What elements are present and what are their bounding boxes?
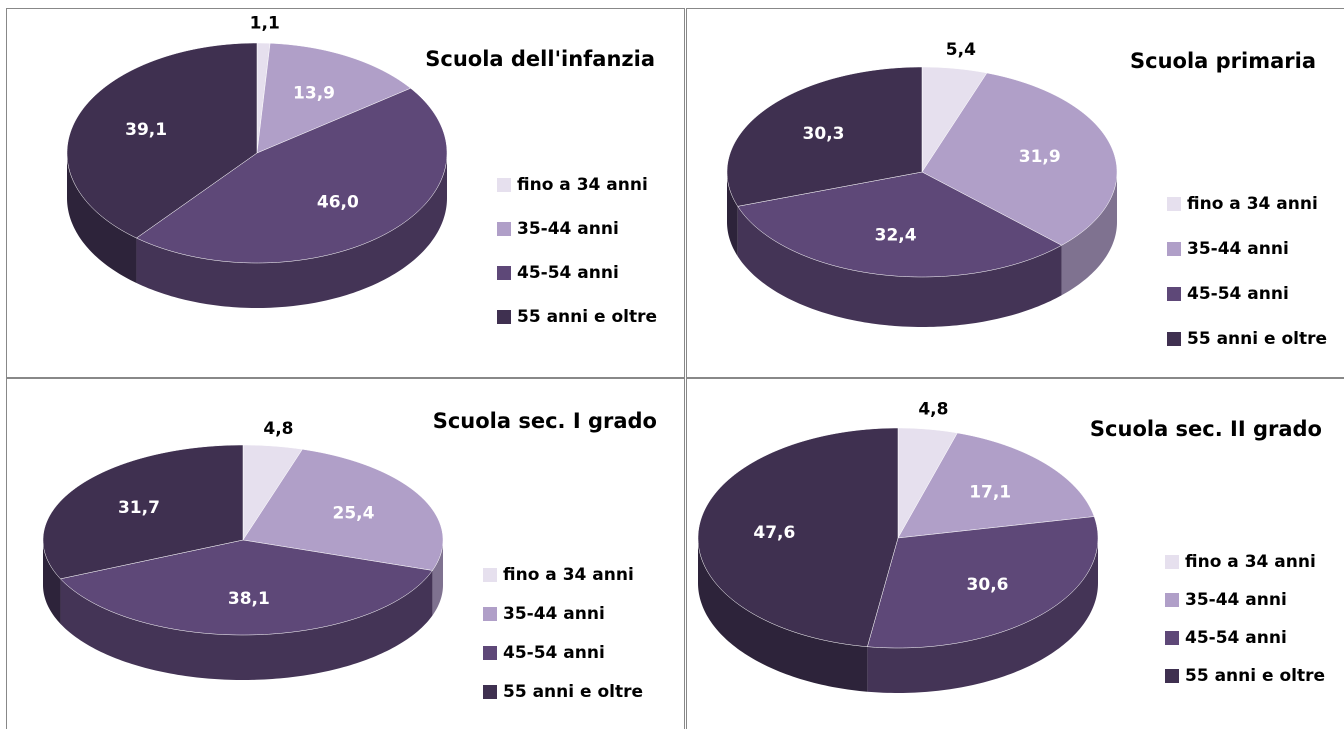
data-label: 1,1 — [250, 13, 280, 33]
legend-swatch — [1167, 287, 1181, 301]
data-label: 30,6 — [967, 575, 1009, 595]
data-label: 31,7 — [118, 498, 160, 518]
data-label: 4,8 — [918, 400, 948, 420]
legend-label: 55 anni e oltre — [517, 307, 657, 327]
data-label: 38,1 — [228, 589, 270, 609]
legend-swatch — [1167, 197, 1181, 211]
legend-label: 45-54 anni — [1187, 284, 1289, 304]
legend-label: fino a 34 anni — [503, 565, 634, 585]
legend-label: 35-44 anni — [503, 604, 605, 624]
legend-label: fino a 34 anni — [1187, 194, 1318, 214]
legend-swatch — [497, 266, 511, 280]
data-label: 32,4 — [875, 226, 917, 246]
data-label: 4,8 — [263, 419, 293, 439]
legend-label: 45-54 anni — [1185, 628, 1287, 648]
data-label: 25,4 — [333, 503, 375, 523]
data-label: 47,6 — [753, 523, 795, 543]
legend-swatch — [483, 568, 497, 582]
legend-swatch — [497, 310, 511, 324]
legend-swatch — [1167, 242, 1181, 256]
data-label: 13,9 — [293, 83, 335, 103]
legend-swatch — [483, 646, 497, 660]
data-label: 31,9 — [1019, 147, 1061, 167]
legend-swatch — [1165, 631, 1179, 645]
legend-label: fino a 34 anni — [1185, 552, 1316, 572]
legend-label: 35-44 anni — [1187, 239, 1289, 259]
data-label: 5,4 — [946, 40, 976, 60]
legend-swatch — [497, 222, 511, 236]
legend-swatch — [1165, 669, 1179, 683]
legend-label: 55 anni e oltre — [1185, 666, 1325, 686]
legend-label: 35-44 anni — [1185, 590, 1287, 610]
legend-swatch — [483, 607, 497, 621]
legend-swatch — [1165, 593, 1179, 607]
legend-label: fino a 34 anni — [517, 175, 648, 195]
legend-swatch — [1167, 332, 1181, 346]
chart-title: Scuola primaria — [1130, 49, 1316, 73]
chart-title: Scuola sec. I grado — [433, 409, 657, 433]
legend-label: 45-54 anni — [503, 643, 605, 663]
data-label: 39,1 — [125, 120, 167, 140]
legend-label: 35-44 anni — [517, 219, 619, 239]
data-label: 30,3 — [803, 124, 845, 144]
legend-label: 55 anni e oltre — [503, 682, 643, 702]
legend-swatch — [1165, 555, 1179, 569]
data-label: 46,0 — [317, 193, 359, 213]
legend-swatch — [497, 178, 511, 192]
legend-label: 45-54 anni — [517, 263, 619, 283]
legend-label: 55 anni e oltre — [1187, 329, 1327, 349]
data-label: 17,1 — [969, 482, 1011, 502]
legend-swatch — [483, 685, 497, 699]
chart-title: Scuola dell'infanzia — [425, 47, 655, 71]
chart-title: Scuola sec. II grado — [1090, 417, 1322, 441]
